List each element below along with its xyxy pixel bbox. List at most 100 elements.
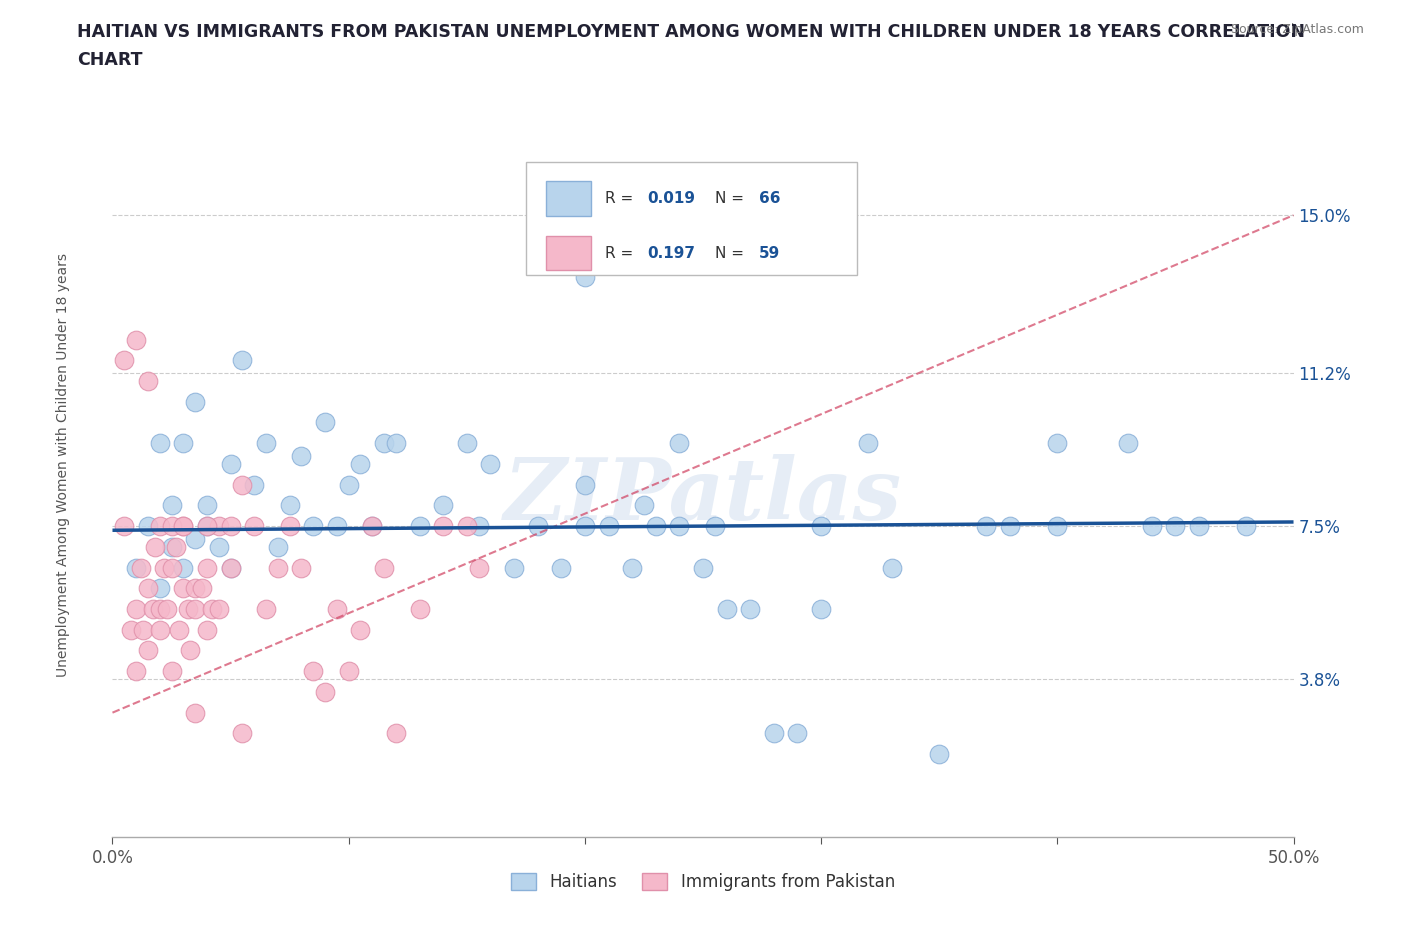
- Point: [153, 560, 176, 575]
- Point: [408, 602, 430, 617]
- Point: [408, 519, 430, 534]
- Point: [219, 560, 242, 575]
- Point: [668, 519, 690, 534]
- Point: [172, 519, 194, 534]
- Text: N =: N =: [714, 192, 748, 206]
- Point: [432, 519, 454, 534]
- Point: [172, 560, 194, 575]
- Point: [136, 581, 159, 596]
- Point: [179, 643, 201, 658]
- Point: [290, 448, 312, 463]
- Bar: [546, 181, 591, 216]
- Point: [184, 394, 207, 409]
- Point: [858, 436, 880, 451]
- Point: [278, 498, 301, 512]
- Point: [456, 519, 478, 534]
- Point: [195, 498, 218, 512]
- Point: [302, 664, 325, 679]
- Point: [385, 726, 408, 741]
- Point: [467, 519, 489, 534]
- Point: [668, 436, 690, 451]
- Point: [740, 602, 762, 617]
- Point: [1046, 436, 1069, 451]
- Point: [143, 539, 166, 554]
- Point: [149, 581, 172, 596]
- Point: [208, 602, 231, 617]
- Point: [129, 560, 152, 575]
- Point: [326, 602, 349, 617]
- Point: [503, 560, 526, 575]
- Point: [361, 519, 384, 534]
- Point: [550, 560, 572, 575]
- Point: [467, 560, 489, 575]
- Point: [231, 726, 253, 741]
- Point: [112, 352, 135, 367]
- Point: [195, 519, 218, 534]
- Point: [160, 664, 183, 679]
- Point: [125, 332, 148, 347]
- Point: [314, 415, 336, 430]
- Point: [574, 519, 596, 534]
- Point: [149, 436, 172, 451]
- Point: [526, 519, 548, 534]
- Point: [165, 539, 187, 554]
- Point: [432, 498, 454, 512]
- Point: [177, 602, 200, 617]
- Point: [1188, 519, 1211, 534]
- Point: [349, 457, 371, 472]
- Point: [267, 539, 290, 554]
- Point: [184, 705, 207, 720]
- Point: [267, 560, 290, 575]
- Point: [125, 602, 148, 617]
- Point: [184, 602, 207, 617]
- Point: [172, 436, 194, 451]
- Point: [786, 726, 808, 741]
- Point: [219, 457, 242, 472]
- Point: [1140, 519, 1163, 534]
- Point: [243, 477, 266, 492]
- Point: [142, 602, 165, 617]
- Point: [290, 560, 312, 575]
- Point: [278, 519, 301, 534]
- Point: [302, 519, 325, 534]
- Text: R =: R =: [605, 192, 638, 206]
- Point: [149, 622, 172, 637]
- Text: 0.019: 0.019: [648, 192, 696, 206]
- Point: [762, 726, 785, 741]
- Point: [136, 519, 159, 534]
- Point: [191, 581, 214, 596]
- Legend: Haitians, Immigrants from Pakistan: Haitians, Immigrants from Pakistan: [505, 866, 901, 897]
- Point: [385, 436, 408, 451]
- Point: [479, 457, 502, 472]
- Point: [243, 519, 266, 534]
- Point: [633, 498, 655, 512]
- Point: [160, 560, 183, 575]
- Point: [219, 560, 242, 575]
- Point: [337, 664, 360, 679]
- Point: [373, 436, 395, 451]
- Text: 66: 66: [758, 192, 780, 206]
- Text: 59: 59: [758, 246, 780, 260]
- Point: [574, 477, 596, 492]
- Point: [1116, 436, 1139, 451]
- Point: [167, 622, 190, 637]
- Point: [231, 477, 253, 492]
- Point: [219, 519, 242, 534]
- Point: [201, 602, 224, 617]
- Point: [373, 560, 395, 575]
- Point: [314, 684, 336, 699]
- Point: [976, 519, 998, 534]
- Point: [136, 374, 159, 389]
- Point: [160, 498, 183, 512]
- Point: [621, 560, 644, 575]
- Point: [112, 519, 135, 534]
- Text: 0.197: 0.197: [648, 246, 696, 260]
- Text: CHART: CHART: [77, 51, 143, 69]
- Point: [254, 602, 277, 617]
- Point: [1234, 519, 1257, 534]
- Point: [125, 664, 148, 679]
- Point: [1164, 519, 1187, 534]
- Text: Source: ZipAtlas.com: Source: ZipAtlas.com: [1230, 23, 1364, 36]
- Point: [254, 436, 277, 451]
- Point: [456, 436, 478, 451]
